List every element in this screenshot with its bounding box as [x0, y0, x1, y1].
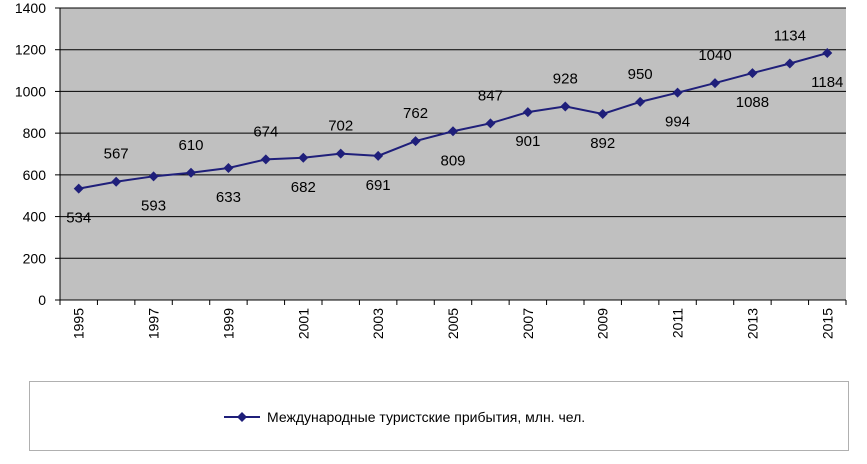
- x-tick-label: 2013: [744, 308, 760, 339]
- x-tick-label: 1995: [71, 308, 87, 339]
- data-point: [822, 48, 833, 59]
- data-label: 762: [403, 105, 428, 122]
- data-point: [448, 126, 458, 137]
- data-label: 1088: [736, 94, 769, 111]
- data-point: [186, 167, 196, 178]
- x-tick-label: 2005: [445, 308, 461, 339]
- x-tick-label: 2003: [370, 308, 386, 339]
- data-label: 928: [553, 70, 578, 87]
- data-point: [111, 176, 122, 187]
- y-tick-label: 0: [38, 292, 46, 308]
- data-point: [223, 162, 234, 173]
- data-point: [260, 154, 271, 165]
- data-label: 1184: [811, 74, 843, 91]
- data-point: [485, 118, 496, 129]
- data-label: 691: [366, 177, 391, 194]
- data-label: 1134: [774, 27, 806, 44]
- data-point: [635, 96, 646, 107]
- data-point: [522, 107, 533, 118]
- x-tick-label: 1999: [220, 308, 236, 339]
- data-label: 702: [328, 118, 353, 135]
- legend: Международные туристские прибытия, млн. …: [29, 381, 849, 451]
- x-tick-label: 2015: [819, 308, 835, 339]
- x-tick-label: 2011: [670, 308, 686, 338]
- series-layer: [73, 48, 833, 194]
- y-axis: 0 200 400 600 800 1000 1200 1400: [15, 0, 61, 308]
- data-labels: 534 567 593 610 633 674 682 702 691 762 809 847 901 9…: [66, 27, 843, 226]
- data-label: 892: [590, 135, 615, 152]
- y-tick-label: 1400: [15, 0, 46, 16]
- data-label: 674: [253, 123, 278, 140]
- legend-item: Международные туристские прибытия, млн. …: [223, 409, 585, 425]
- legend-marker-icon: [224, 412, 260, 422]
- line-chart: 0 200 400 600 800 1000 1200 1400 1995 1997 1999 20…: [15, 0, 847, 339]
- data-label: 847: [478, 87, 503, 104]
- data-point: [410, 136, 421, 147]
- y-tick-label: 1200: [15, 42, 46, 58]
- y-tick-label: 1000: [15, 83, 46, 99]
- x-tick-label: 2009: [595, 308, 611, 339]
- data-point: [298, 152, 309, 163]
- data-label: 809: [440, 152, 465, 169]
- data-label: 950: [628, 66, 653, 83]
- data-label: 994: [665, 114, 690, 131]
- y-tick-label: 400: [23, 209, 47, 225]
- data-label: 901: [515, 133, 540, 150]
- data-label: 1040: [698, 47, 731, 64]
- data-label: 534: [66, 210, 91, 227]
- y-tick-label: 200: [23, 250, 47, 266]
- x-tick-label: 2007: [520, 308, 536, 339]
- y-tick-label: 800: [23, 125, 47, 141]
- data-point: [335, 148, 346, 159]
- data-point: [784, 58, 795, 69]
- data-point: [672, 87, 683, 98]
- plot-area: [60, 8, 846, 300]
- data-point: [373, 150, 384, 161]
- data-point: [710, 78, 720, 89]
- y-tick-label: 600: [23, 167, 47, 183]
- data-point: [73, 183, 84, 194]
- data-point: [560, 101, 571, 112]
- x-tick-label: 2001: [295, 308, 311, 339]
- legend-label: Международные туристские прибытия, млн. …: [267, 409, 586, 425]
- data-label: 593: [141, 197, 166, 214]
- data-point: [747, 68, 758, 79]
- cropped-caption: [0, 452, 867, 464]
- data-point: [597, 108, 608, 119]
- x-axis: 1995 1997 1999 2001 2003 2005 2007 2009 2011 2013…: [59, 299, 847, 339]
- data-label: 567: [104, 146, 129, 163]
- x-tick-label: 1997: [146, 308, 162, 339]
- data-label: 682: [291, 179, 316, 196]
- data-point: [148, 171, 159, 182]
- data-label: 610: [178, 137, 203, 154]
- data-label: 633: [216, 189, 241, 206]
